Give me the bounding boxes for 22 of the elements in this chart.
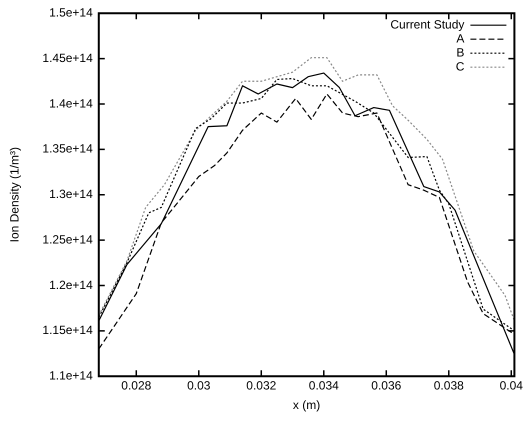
legend-label: Current Study [390, 18, 464, 32]
x-axis-title: x (m) [292, 398, 320, 412]
y-tick-label: 1.25e+14 [42, 232, 94, 246]
legend-label: B [456, 46, 464, 60]
x-tick-label: 0.036 [371, 378, 402, 393]
x-tick-label: 0.04 [500, 378, 524, 393]
y-tick-label: 1.45e+14 [42, 50, 94, 65]
y-tick-label: 1.3e+14 [49, 187, 94, 202]
x-tick-label: 0.03 [187, 378, 211, 393]
y-tick-label: 1.2e+14 [49, 278, 94, 292]
y-tick-label: 1.35e+14 [42, 142, 94, 156]
y-axis-title: Ion Density (1/m³) [8, 147, 22, 242]
y-tick-label: 1.5e+14 [49, 6, 94, 20]
y-tick-label: 1.4e+14 [49, 96, 94, 110]
x-tick-label: 0.028 [121, 378, 152, 393]
x-tick-label: 0.034 [308, 378, 340, 393]
legend-label: C [456, 60, 465, 74]
legend-label: A [456, 32, 464, 46]
y-tick-label: 1.1e+14 [49, 368, 94, 383]
y-tick-label: 1.15e+14 [42, 323, 94, 338]
x-tick-label: 0.038 [434, 378, 464, 393]
x-tick-label: 0.032 [246, 378, 277, 393]
